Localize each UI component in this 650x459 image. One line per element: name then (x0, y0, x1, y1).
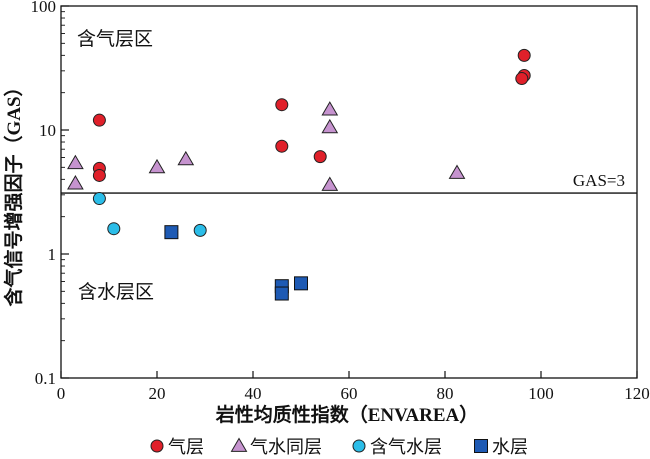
x-tick-label: 60 (341, 384, 358, 403)
data-point (148, 158, 166, 174)
x-axis-title: 岩性均质性指数（ENVAREA） (215, 403, 479, 426)
legend-marker (150, 439, 164, 453)
data-point (92, 113, 106, 127)
x-tick-label: 100 (528, 384, 554, 403)
data-point (517, 48, 531, 62)
data-point (321, 101, 339, 116)
data-point (321, 176, 339, 191)
data-point (294, 276, 308, 291)
plot-area (60, 5, 638, 379)
gas-threshold-label: GAS=3 (573, 171, 625, 190)
gas-zone-label: 含气层区 (77, 28, 153, 50)
data-point (92, 192, 106, 206)
data-point (274, 286, 289, 301)
data-point (313, 150, 327, 164)
y-tick-label: 0.1 (35, 369, 56, 388)
data-point (275, 98, 289, 112)
legend-marker (230, 437, 248, 452)
data-point (515, 72, 529, 86)
y-tick-label: 100 (31, 0, 57, 16)
data-point (107, 222, 121, 236)
y-tick-label: 10 (39, 121, 56, 140)
x-tick-label: 80 (437, 384, 454, 403)
x-tick-label: 0 (57, 384, 66, 403)
data-points (67, 48, 531, 301)
axis-ticks: 0 20 40 60 80 100 120 0.1 1 10 100 (31, 0, 650, 403)
y-axis-title: 含气信号增强因子（GAS） (2, 77, 25, 306)
legend-label: 气水同层 (250, 437, 322, 457)
x-tick-label: 120 (624, 384, 650, 403)
data-point (67, 175, 84, 190)
data-point (448, 164, 466, 179)
legend-marker (352, 439, 366, 453)
data-point (321, 118, 339, 134)
data-point (193, 223, 207, 237)
water-zone-label: 含水层区 (78, 281, 154, 303)
legend-label: 气层 (168, 437, 204, 457)
data-point (275, 139, 289, 153)
data-point (92, 168, 106, 182)
data-point (67, 154, 84, 170)
x-tick-label: 40 (245, 384, 262, 403)
y-tick-label: 1 (48, 245, 57, 264)
legend-label: 含气水层 (370, 437, 442, 457)
legend: 气层 气水同层 含气水层 水层 (150, 437, 528, 457)
data-point (164, 225, 179, 240)
legend-label: 水层 (492, 437, 528, 457)
x-tick-label: 20 (149, 384, 166, 403)
legend-marker (474, 439, 488, 453)
data-point (177, 150, 195, 166)
